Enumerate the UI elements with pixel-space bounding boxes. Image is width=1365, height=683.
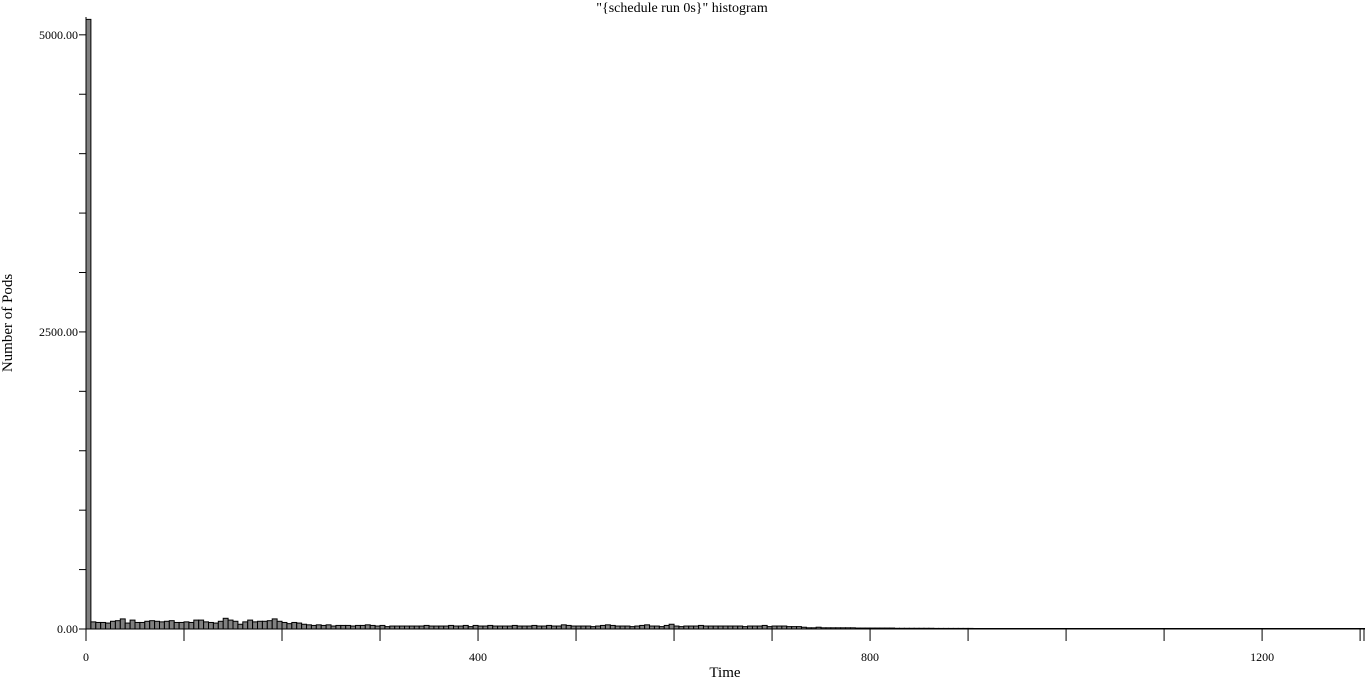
histogram-bar	[163, 620, 170, 630]
y-axis-title: Number of Pods	[0, 274, 16, 372]
histogram-bar	[462, 624, 469, 630]
histogram-bar	[335, 624, 342, 630]
x-axis: 0 400 800 1200	[83, 628, 1365, 664]
histogram-bar	[271, 618, 278, 630]
histogram-bar	[296, 622, 303, 630]
histogram-bar	[639, 624, 646, 630]
histogram-bar	[609, 624, 616, 630]
histogram-bar	[159, 621, 165, 630]
histogram-bar	[266, 620, 273, 630]
histogram-bar	[291, 621, 298, 630]
y-tick-label: 0.00	[57, 622, 78, 636]
histogram-bar	[183, 621, 190, 630]
histogram-bar	[232, 620, 239, 630]
histogram-bar	[227, 619, 234, 630]
histogram-bar	[178, 621, 185, 630]
histogram-bar	[188, 621, 195, 630]
histogram-bar	[222, 617, 229, 630]
histogram-bar	[139, 621, 146, 630]
histogram-bar	[511, 624, 518, 630]
histogram-bar	[668, 623, 675, 630]
histogram-bar	[168, 620, 175, 630]
histogram-bar	[261, 620, 268, 630]
histogram-bar	[281, 621, 288, 630]
histogram-bar	[203, 621, 210, 630]
histogram-bar	[144, 620, 151, 630]
y-tick-label: 5000.00	[39, 28, 78, 42]
histogram-bar	[359, 624, 366, 630]
histogram-bar	[173, 621, 180, 630]
histogram-bar	[472, 624, 479, 630]
histogram-bar	[423, 624, 430, 630]
histogram-bar	[242, 621, 249, 630]
histogram-bar	[276, 620, 283, 630]
histogram-bar	[119, 618, 126, 630]
histogram-bar	[149, 620, 156, 630]
histogram-bar	[154, 620, 161, 630]
histogram-bar	[114, 620, 121, 630]
y-axis: 0.00 2500.00 5000.00	[39, 17, 87, 636]
histogram-bar	[761, 624, 768, 630]
histogram-bar	[663, 624, 670, 630]
histogram-bar	[487, 624, 494, 630]
histogram-bar	[369, 624, 376, 630]
histogram-bar	[340, 624, 347, 630]
histogram-bar	[134, 621, 141, 630]
histogram-bar	[217, 620, 224, 630]
histogram-bar	[345, 624, 352, 630]
histogram-bar	[124, 622, 131, 630]
histogram-bar	[286, 623, 293, 630]
histogram-bar	[208, 621, 214, 630]
histogram-bar	[306, 624, 312, 630]
histogram-bar	[600, 624, 606, 630]
histogram-bar	[257, 620, 263, 630]
histogram-bar	[95, 621, 102, 630]
x-tick-label: 0	[83, 650, 89, 664]
histogram-bar	[110, 620, 116, 630]
histogram-bar	[212, 622, 219, 630]
histogram-bar	[310, 624, 317, 630]
histogram-bar	[237, 623, 244, 630]
histogram-bar	[325, 624, 332, 630]
histogram-bar	[301, 623, 308, 630]
x-axis-title: Time	[709, 665, 740, 681]
histogram-bar	[531, 624, 538, 630]
histogram-bar	[90, 621, 97, 630]
histogram-bar	[644, 624, 651, 630]
histogram-bar	[252, 621, 259, 630]
x-tick-label: 400	[469, 650, 487, 664]
histogram-bar	[247, 619, 254, 630]
histogram-bar	[198, 619, 205, 630]
histogram-bar	[448, 624, 455, 630]
chart-title: "{schedule run 0s}" histogram	[596, 1, 768, 16]
y-tick-label: 2500.00	[39, 325, 78, 339]
x-tick-label: 800	[861, 650, 879, 664]
histogram-bar	[560, 624, 567, 630]
histogram-bar	[315, 624, 322, 630]
x-tick-label: 1200	[1250, 650, 1274, 664]
histogram-bar	[379, 624, 386, 630]
bars-group	[85, 18, 1365, 630]
histogram-bar	[698, 624, 704, 630]
histogram-bar	[193, 619, 200, 630]
histogram-bar	[129, 619, 136, 630]
histogram-bar	[100, 621, 107, 630]
histogram-bar	[105, 622, 111, 630]
histogram-bar	[320, 624, 327, 630]
histogram-bar	[355, 624, 361, 630]
histogram-bar	[604, 624, 611, 630]
histogram-bar	[364, 624, 371, 630]
histogram-bar	[546, 624, 553, 630]
histogram-bar	[565, 624, 572, 630]
histogram-bar	[85, 18, 92, 630]
